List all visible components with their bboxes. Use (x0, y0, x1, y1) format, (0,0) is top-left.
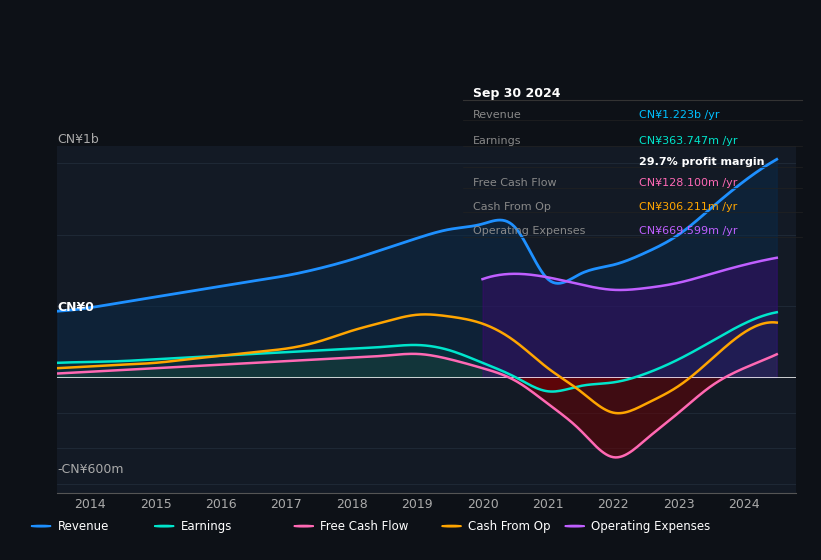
Text: Sep 30 2024: Sep 30 2024 (474, 87, 561, 100)
Text: Revenue: Revenue (57, 520, 109, 533)
Text: CN¥1.223b /yr: CN¥1.223b /yr (640, 110, 720, 120)
Text: Earnings: Earnings (181, 520, 232, 533)
Circle shape (442, 525, 461, 527)
Text: Revenue: Revenue (474, 110, 522, 120)
Text: CN¥1b: CN¥1b (57, 133, 99, 146)
Text: 29.7% profit margin: 29.7% profit margin (640, 157, 764, 167)
Text: Operating Expenses: Operating Expenses (591, 520, 710, 533)
Text: CN¥306.211m /yr: CN¥306.211m /yr (640, 202, 737, 212)
Circle shape (154, 525, 174, 527)
Circle shape (294, 525, 314, 527)
Text: Free Cash Flow: Free Cash Flow (474, 178, 557, 188)
Text: CN¥0: CN¥0 (57, 301, 94, 314)
Text: CN¥363.747m /yr: CN¥363.747m /yr (640, 136, 738, 146)
Text: -CN¥600m: -CN¥600m (57, 463, 124, 476)
Text: Cash From Op: Cash From Op (474, 202, 551, 212)
Circle shape (565, 525, 585, 527)
Circle shape (31, 525, 51, 527)
Text: Cash From Op: Cash From Op (468, 520, 550, 533)
Text: CN¥669.599m /yr: CN¥669.599m /yr (640, 226, 738, 236)
Text: Earnings: Earnings (474, 136, 522, 146)
Text: Operating Expenses: Operating Expenses (474, 226, 585, 236)
Text: CN¥128.100m /yr: CN¥128.100m /yr (640, 178, 737, 188)
Text: Free Cash Flow: Free Cash Flow (320, 520, 409, 533)
